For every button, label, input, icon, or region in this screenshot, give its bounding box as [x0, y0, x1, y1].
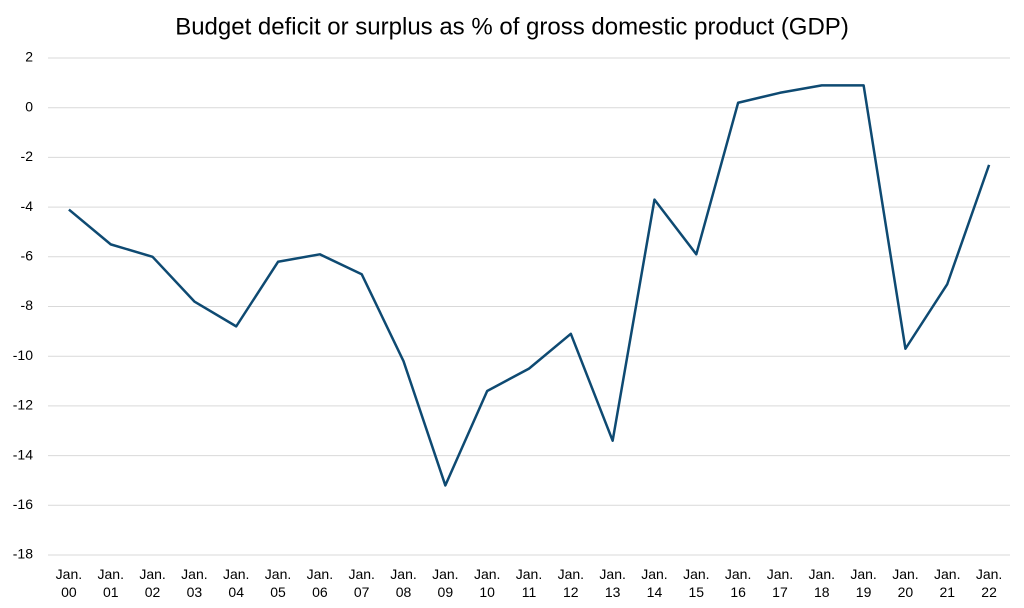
x-tick-label: Jan. 09: [432, 566, 459, 600]
x-tick-label: Jan. 13: [599, 566, 626, 600]
x-tick-label: Jan. 10: [473, 566, 501, 600]
y-tick-label: -18: [13, 546, 33, 562]
y-tick-label: -10: [13, 347, 33, 363]
x-tick-label: Jan. 18: [808, 566, 836, 600]
x-tick-label: Jan. 15: [683, 566, 710, 600]
x-tick-label: Jan. 04: [222, 566, 250, 600]
y-tick-label: -14: [13, 446, 33, 462]
y-tick-label: -4: [21, 198, 34, 214]
data-line: [68, 84, 991, 487]
x-tick-label: Jan. 21: [934, 566, 961, 600]
x-tick-label: Jan. 07: [348, 566, 375, 600]
x-tick-label: Jan. 00: [55, 566, 83, 600]
y-tick-label: 2: [25, 49, 33, 65]
x-tick-label: Jan. 17: [766, 566, 794, 600]
x-tick-label: Jan. 03: [181, 566, 208, 600]
y-tick-label: -6: [21, 248, 34, 264]
x-tick-label: Jan. 08: [390, 566, 417, 600]
y-tick-label: -16: [13, 496, 33, 512]
x-tick-label: Jan. 05: [264, 566, 292, 600]
x-tick-label: Jan. 02: [139, 566, 166, 600]
x-tick-label: Jan. 16: [724, 566, 752, 600]
x-tick-label: Jan. 12: [557, 566, 585, 600]
x-tick-label: Jan. 06: [306, 566, 334, 600]
x-tick-label: Jan. 22: [975, 566, 1003, 600]
x-tick-label: Jan. 11: [515, 566, 543, 600]
x-tick-label: Jan. 20: [892, 566, 919, 600]
y-tick-label: -2: [21, 148, 34, 164]
x-tick-label: Jan. 01: [97, 566, 124, 600]
y-tick-label: -8: [21, 297, 34, 313]
x-tick-label: Jan. 14: [641, 566, 668, 600]
y-tick-label: 0: [25, 98, 33, 114]
chart-title: Budget deficit or surplus as % of gross …: [175, 13, 849, 40]
x-tick-label: Jan. 19: [850, 566, 877, 600]
y-tick-label: -12: [13, 397, 33, 413]
